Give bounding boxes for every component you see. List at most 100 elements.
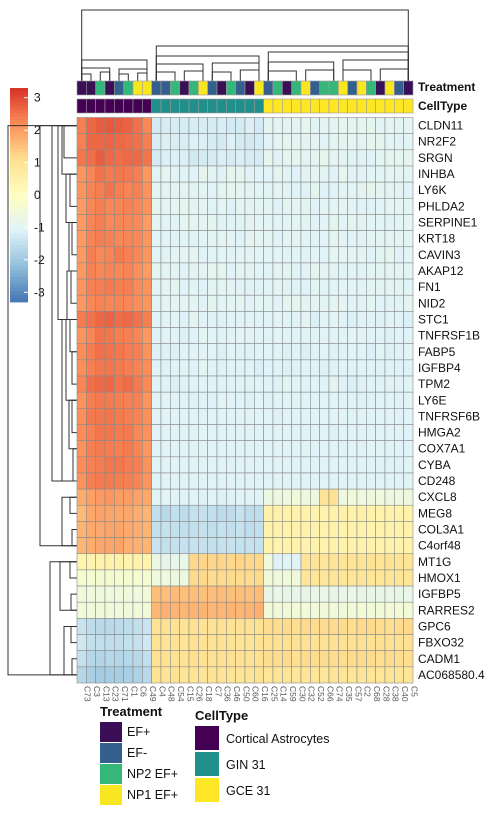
heatmap-cell bbox=[207, 488, 218, 506]
heatmap-cell bbox=[282, 666, 292, 684]
heatmap-cell bbox=[188, 294, 199, 312]
heatmap-cell bbox=[151, 569, 162, 587]
heatmap-cell bbox=[244, 246, 255, 264]
sample-label: C30 bbox=[297, 686, 307, 702]
heatmap-cell bbox=[254, 197, 264, 215]
heatmap-cell bbox=[86, 440, 96, 458]
heatmap-cell bbox=[300, 246, 311, 264]
treatment-cell bbox=[207, 80, 218, 96]
heatmap-cell bbox=[235, 181, 246, 199]
heatmap-cell bbox=[198, 181, 208, 199]
heatmap-cell bbox=[142, 408, 152, 425]
heatmap-cell bbox=[291, 117, 302, 134]
heatmap-cell bbox=[394, 424, 404, 441]
heatmap-cell bbox=[338, 230, 348, 248]
heatmap-cell bbox=[366, 117, 376, 134]
heatmap-cell bbox=[394, 666, 404, 684]
sample-label: C14 bbox=[279, 686, 289, 702]
heatmap-cell bbox=[347, 165, 358, 183]
heatmap-cell bbox=[170, 424, 180, 441]
heatmap-cell bbox=[76, 391, 87, 409]
heatmap-cell bbox=[216, 181, 227, 199]
heatmap-cell bbox=[216, 408, 227, 425]
heatmap-cell bbox=[198, 165, 208, 183]
heatmap-cell bbox=[198, 553, 208, 571]
heatmap-cell bbox=[272, 650, 283, 668]
heatmap-cell bbox=[151, 197, 162, 215]
row-dendrogram-branch bbox=[69, 319, 77, 353]
heatmap-cell bbox=[328, 553, 339, 571]
heatmap-cell bbox=[263, 214, 274, 231]
gene-label: HMGA2 bbox=[418, 426, 461, 440]
heatmap-cell bbox=[244, 197, 255, 215]
heatmap-cell bbox=[394, 440, 404, 458]
color-scale-segment bbox=[10, 255, 28, 260]
heatmap-cell bbox=[170, 601, 180, 619]
heatmap-cell bbox=[104, 666, 115, 684]
heatmap-cell bbox=[132, 343, 143, 361]
heatmap-cell bbox=[160, 311, 171, 328]
heatmap-cell bbox=[86, 504, 96, 522]
heatmap-cell bbox=[142, 230, 152, 248]
heatmap-cell bbox=[375, 294, 386, 312]
heatmap-cell bbox=[142, 650, 152, 668]
heatmap-cell bbox=[95, 666, 106, 684]
heatmap-cell bbox=[310, 521, 320, 538]
heatmap-cell bbox=[366, 181, 376, 199]
heatmap-cell bbox=[207, 165, 218, 183]
heatmap-cell bbox=[338, 601, 348, 619]
heatmap-cell bbox=[86, 327, 96, 345]
sample-label: C23 bbox=[111, 686, 121, 702]
heatmap-cell bbox=[263, 634, 274, 651]
heatmap-cell bbox=[319, 246, 330, 264]
heatmap-cell bbox=[347, 311, 358, 328]
heatmap-cell bbox=[170, 133, 180, 151]
heatmap-cell bbox=[394, 391, 404, 409]
heatmap-cell bbox=[170, 504, 180, 522]
heatmap-cell bbox=[347, 569, 358, 587]
heatmap-cell bbox=[254, 618, 264, 635]
heatmap-cell bbox=[179, 456, 190, 474]
heatmap-cell bbox=[86, 246, 96, 264]
column-dendrogram-branch bbox=[305, 69, 335, 81]
sample-label: C74 bbox=[335, 686, 345, 702]
column-dendrogram-branch bbox=[118, 73, 129, 81]
heatmap-cell bbox=[394, 634, 404, 651]
heatmap-cell bbox=[226, 359, 236, 377]
color-scale-segment bbox=[10, 205, 28, 210]
heatmap-cell bbox=[123, 456, 134, 474]
heatmap-cell bbox=[207, 408, 218, 425]
heatmap-cell bbox=[244, 553, 255, 571]
heatmap-cell bbox=[328, 359, 339, 377]
heatmap-cell bbox=[170, 278, 180, 296]
heatmap-cell bbox=[226, 521, 236, 538]
heatmap-cell bbox=[356, 278, 367, 296]
heatmap-cell bbox=[244, 424, 255, 441]
gene-label: SRGN bbox=[418, 151, 453, 165]
sample-label: C38 bbox=[391, 686, 401, 702]
heatmap-cell bbox=[347, 537, 358, 555]
heatmap-cell bbox=[244, 408, 255, 425]
heatmap-cell bbox=[403, 262, 414, 280]
heatmap-cell bbox=[132, 246, 143, 264]
heatmap-cell bbox=[114, 133, 124, 151]
heatmap-cell bbox=[123, 537, 134, 555]
gene-label: STC1 bbox=[418, 313, 449, 327]
heatmap-cell bbox=[366, 197, 376, 215]
heatmap-cell bbox=[375, 424, 386, 441]
gene-label: RARRES2 bbox=[418, 603, 475, 617]
heatmap-cell bbox=[244, 391, 255, 409]
heatmap-cell bbox=[291, 504, 302, 522]
color-scale-segment bbox=[10, 112, 28, 117]
heatmap-cell bbox=[347, 391, 358, 409]
heatmap-cell bbox=[254, 278, 264, 296]
heatmap-cell bbox=[328, 569, 339, 587]
heatmap-cell bbox=[226, 230, 236, 248]
heatmap-cell bbox=[244, 504, 255, 522]
sample-label: C28 bbox=[381, 686, 391, 702]
treatment-legend-swatch bbox=[100, 764, 122, 784]
heatmap-cell bbox=[170, 230, 180, 248]
heatmap-cell bbox=[263, 375, 274, 393]
heatmap-cell bbox=[207, 391, 218, 409]
heatmap-cell bbox=[188, 343, 199, 361]
